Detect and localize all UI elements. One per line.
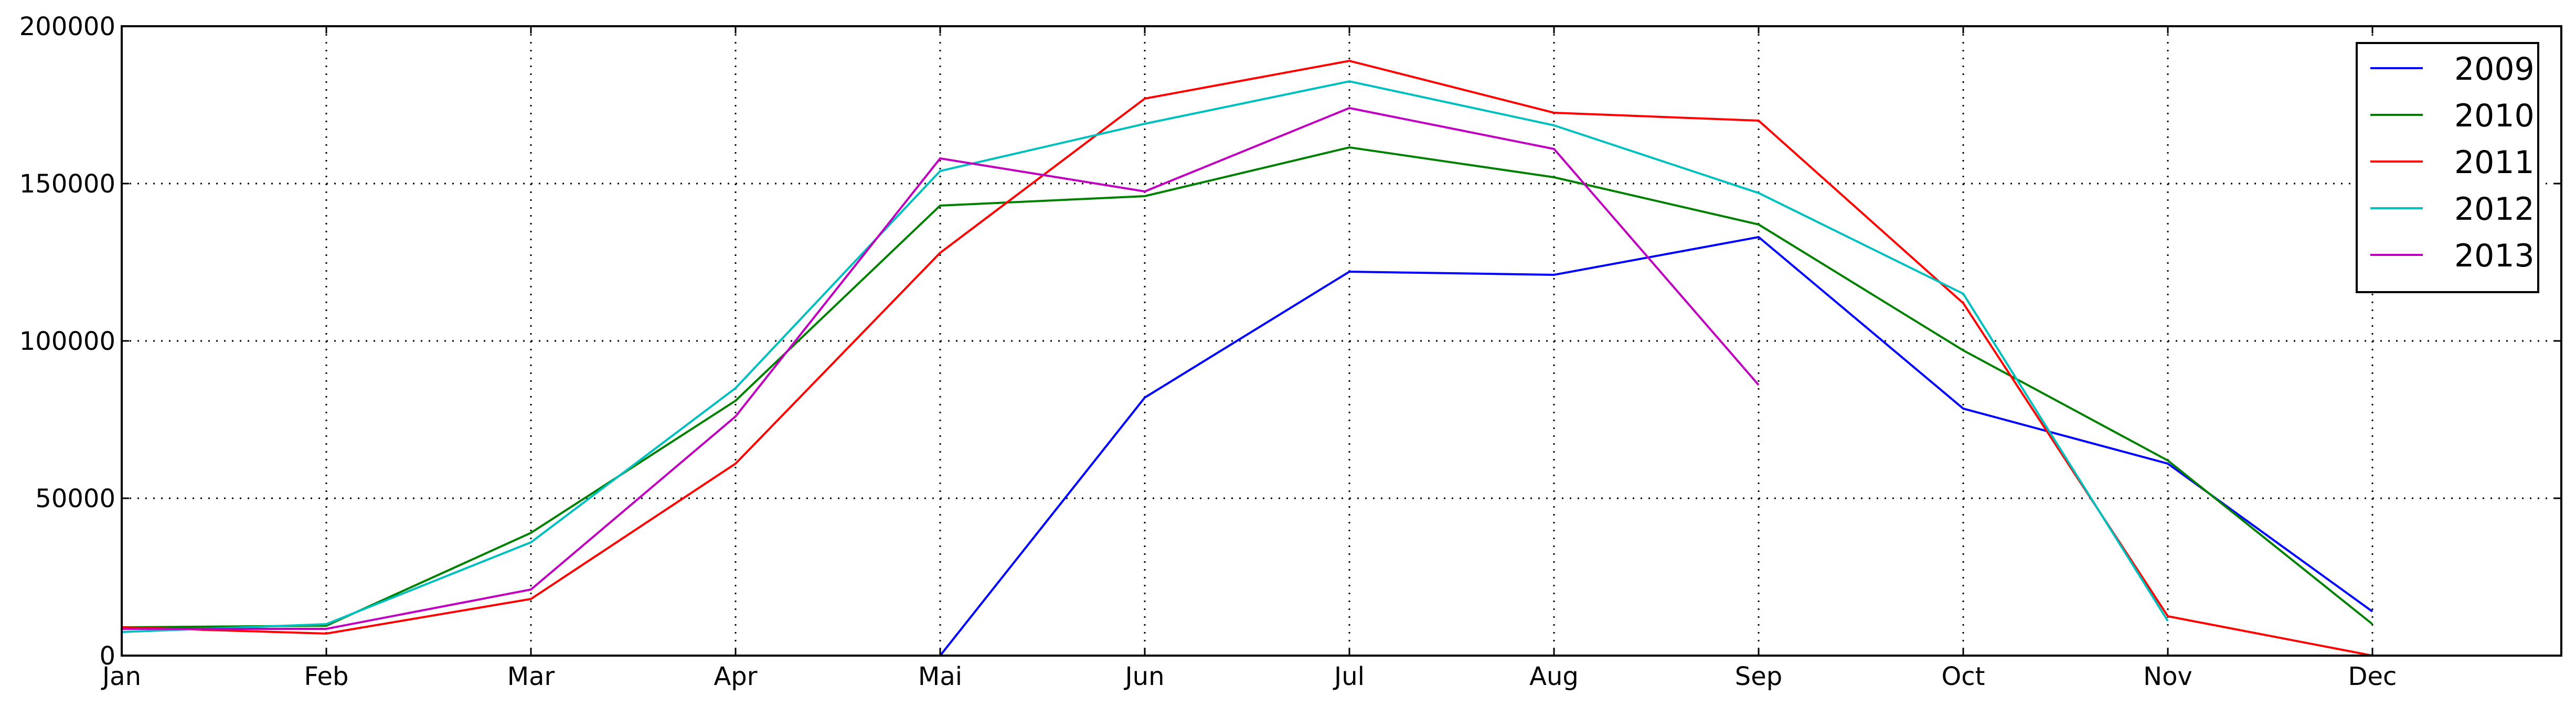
y-tick-label: 100000 [19, 327, 115, 356]
legend-box [2356, 42, 2539, 293]
x-tick-label: Apr [714, 662, 757, 691]
series-line-2010 [121, 146, 2373, 628]
x-tick-label: Sep [1735, 662, 1782, 691]
series-lines [121, 59, 2373, 657]
legend-label: 2012 [2454, 191, 2535, 228]
y-tick-label: 200000 [19, 12, 115, 41]
series-line-2012 [121, 80, 2169, 633]
x-tick-label: Mai [918, 662, 962, 691]
x-tick-label: Aug [1529, 662, 1579, 691]
x-tick-label: Feb [304, 662, 349, 691]
x-tick-label: Jan [101, 662, 141, 691]
x-tick-label: Oct [1942, 662, 1985, 691]
series-line-2009 [939, 235, 2373, 657]
y-tick-label: 0 [99, 641, 115, 671]
series-line-2011 [121, 59, 2373, 657]
axis-ticks: Jan Feb Mar Apr Mai Jun Jul Aug Sep Oct Nov Dec 0 500… [19, 12, 2561, 691]
x-tick-label: Dec [2348, 662, 2397, 691]
legend-label: 2010 [2454, 98, 2535, 134]
x-tick-label: Jul [1333, 662, 1365, 691]
grid [122, 26, 2561, 656]
legend-label: 2013 [2454, 238, 2535, 274]
series-line-2013 [122, 106, 1760, 630]
x-tick-label: Jun [1124, 662, 1165, 691]
x-tick-label: Mar [507, 662, 555, 691]
y-tick-label: 150000 [19, 169, 115, 199]
legend-label: 2009 [2454, 51, 2535, 88]
x-tick-label: Nov [2143, 662, 2192, 691]
legend-label: 2011 [2454, 144, 2535, 181]
legend: 2009 2010 2011 2012 2013 [2356, 42, 2539, 293]
y-tick-label: 50000 [35, 484, 115, 513]
